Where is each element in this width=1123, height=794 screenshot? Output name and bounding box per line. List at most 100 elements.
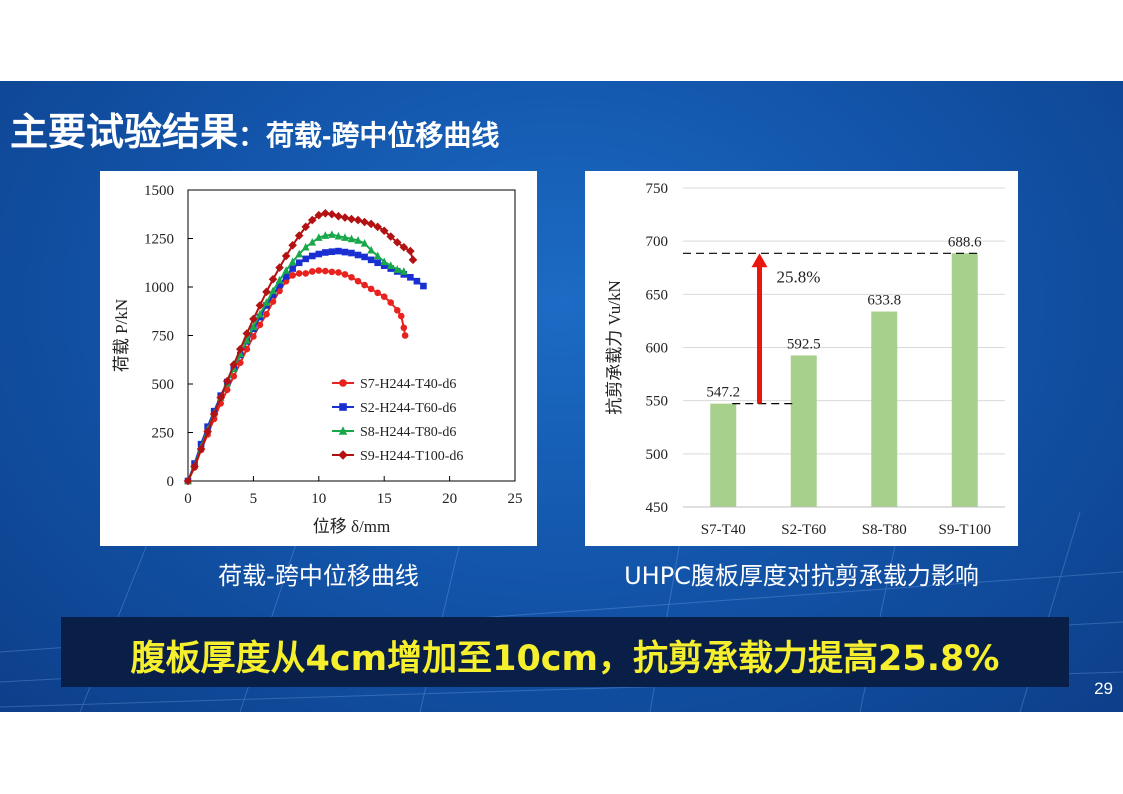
data-point — [236, 344, 245, 354]
data-point — [275, 275, 284, 284]
legend-marker — [339, 403, 347, 411]
bar-value-label: 547.2 — [706, 385, 740, 401]
data-point — [289, 265, 296, 272]
data-point — [393, 265, 402, 273]
series-S9-H244-T100-d6 — [183, 208, 418, 486]
data-point — [340, 213, 350, 222]
x-tick-label: 15 — [377, 491, 392, 507]
increase-annotation: 25.8% — [777, 267, 821, 286]
data-point — [308, 238, 317, 246]
data-point — [400, 267, 408, 275]
series-line — [187, 250, 425, 482]
title-sub: ：荷载-跨中位移曲线 — [238, 120, 500, 151]
data-point — [295, 249, 303, 258]
x-tick-label: S7-T40 — [701, 522, 746, 538]
data-point — [341, 248, 349, 256]
y-axis-label: 荷载 P/kN — [112, 299, 131, 372]
data-point — [216, 393, 225, 402]
data-point — [393, 306, 401, 314]
data-point — [263, 310, 270, 318]
legend-label: S8-H244-T80-d6 — [360, 425, 456, 440]
data-point — [401, 332, 409, 339]
data-point — [387, 299, 395, 306]
data-point — [386, 232, 396, 241]
y-tick-label: 700 — [646, 234, 669, 250]
data-point — [347, 234, 356, 243]
legend-marker — [338, 450, 348, 460]
increase-arrow-head — [751, 253, 768, 268]
data-point — [407, 274, 414, 281]
bar-value-label: 633.8 — [867, 293, 901, 309]
bar-S7-T40 — [710, 403, 737, 507]
data-point — [237, 359, 244, 366]
data-point — [295, 270, 303, 277]
data-point — [322, 267, 329, 275]
legend-label: S7-H244-T40-d6 — [360, 377, 456, 392]
data-point — [269, 291, 277, 299]
data-point — [420, 282, 427, 290]
legend-label: S9-H244-T100-d6 — [360, 449, 463, 464]
data-point — [347, 214, 356, 224]
data-point — [327, 209, 337, 219]
data-point — [380, 257, 388, 266]
data-point — [282, 266, 290, 274]
data-point — [361, 281, 368, 289]
legend-marker — [338, 426, 348, 435]
data-point — [301, 242, 310, 251]
data-point — [354, 251, 362, 259]
data-point — [262, 298, 271, 306]
y-tick-label: 250 — [152, 426, 175, 442]
data-point — [243, 336, 251, 344]
conclusion-text: 腹板厚度从4cm增加至10cm，抗剪承载力提高25.8% — [130, 639, 1000, 679]
data-point — [328, 230, 336, 238]
page-number: 29 — [1094, 679, 1113, 698]
y-tick-label: 750 — [646, 181, 669, 197]
data-point — [348, 249, 355, 257]
conclusion-banner: 腹板厚度从4cm增加至10cm，抗剪承载力提高25.8% — [61, 617, 1069, 687]
data-point — [367, 285, 375, 293]
data-point — [400, 324, 408, 332]
data-point — [282, 273, 290, 280]
bar-S2-T60 — [790, 355, 817, 507]
data-point — [203, 427, 212, 436]
data-point — [222, 376, 232, 386]
data-point — [256, 321, 264, 329]
data-point — [249, 322, 258, 331]
data-point — [294, 231, 304, 240]
data-point — [386, 261, 395, 269]
data-point — [328, 248, 336, 255]
data-point — [269, 286, 277, 295]
data-point — [242, 329, 252, 338]
data-point — [360, 217, 369, 227]
data-point — [380, 293, 388, 300]
data-point — [209, 409, 219, 419]
y-tick-label: 600 — [646, 341, 669, 357]
data-point — [397, 312, 405, 320]
title-main: 主要试验结果 — [10, 112, 239, 154]
data-point — [308, 268, 316, 275]
load-displacement-chart: 0 250 500 750 1000 1250 1500 0 5 10 15 20 25 位移 δ/mm 荷… — [112, 183, 523, 536]
data-point — [268, 274, 278, 284]
data-point — [256, 309, 264, 318]
data-point — [250, 333, 257, 340]
data-point — [269, 298, 277, 305]
data-point — [321, 208, 330, 218]
data-point — [315, 250, 323, 258]
y-tick-label: 500 — [152, 377, 175, 393]
data-point — [373, 251, 382, 260]
data-point — [307, 215, 317, 225]
y-tick-label: 550 — [646, 394, 669, 410]
data-point — [354, 236, 362, 244]
data-point — [314, 210, 324, 220]
x-tick-label: 5 — [250, 491, 258, 507]
bar-chart-panel: 450 500 550 600 650 700 750 抗剪承载力 Vu/kN 547.2 S7-… — [585, 171, 1018, 546]
data-point — [348, 274, 355, 281]
data-point — [288, 240, 297, 250]
data-point — [301, 222, 311, 232]
bar-S8-T80 — [871, 311, 898, 507]
data-point — [413, 277, 421, 285]
data-point — [367, 245, 375, 254]
right-chart-caption: UHPC腹板厚度对抗剪承载力影响 — [624, 562, 979, 590]
data-point — [353, 215, 363, 225]
data-point — [295, 259, 303, 267]
